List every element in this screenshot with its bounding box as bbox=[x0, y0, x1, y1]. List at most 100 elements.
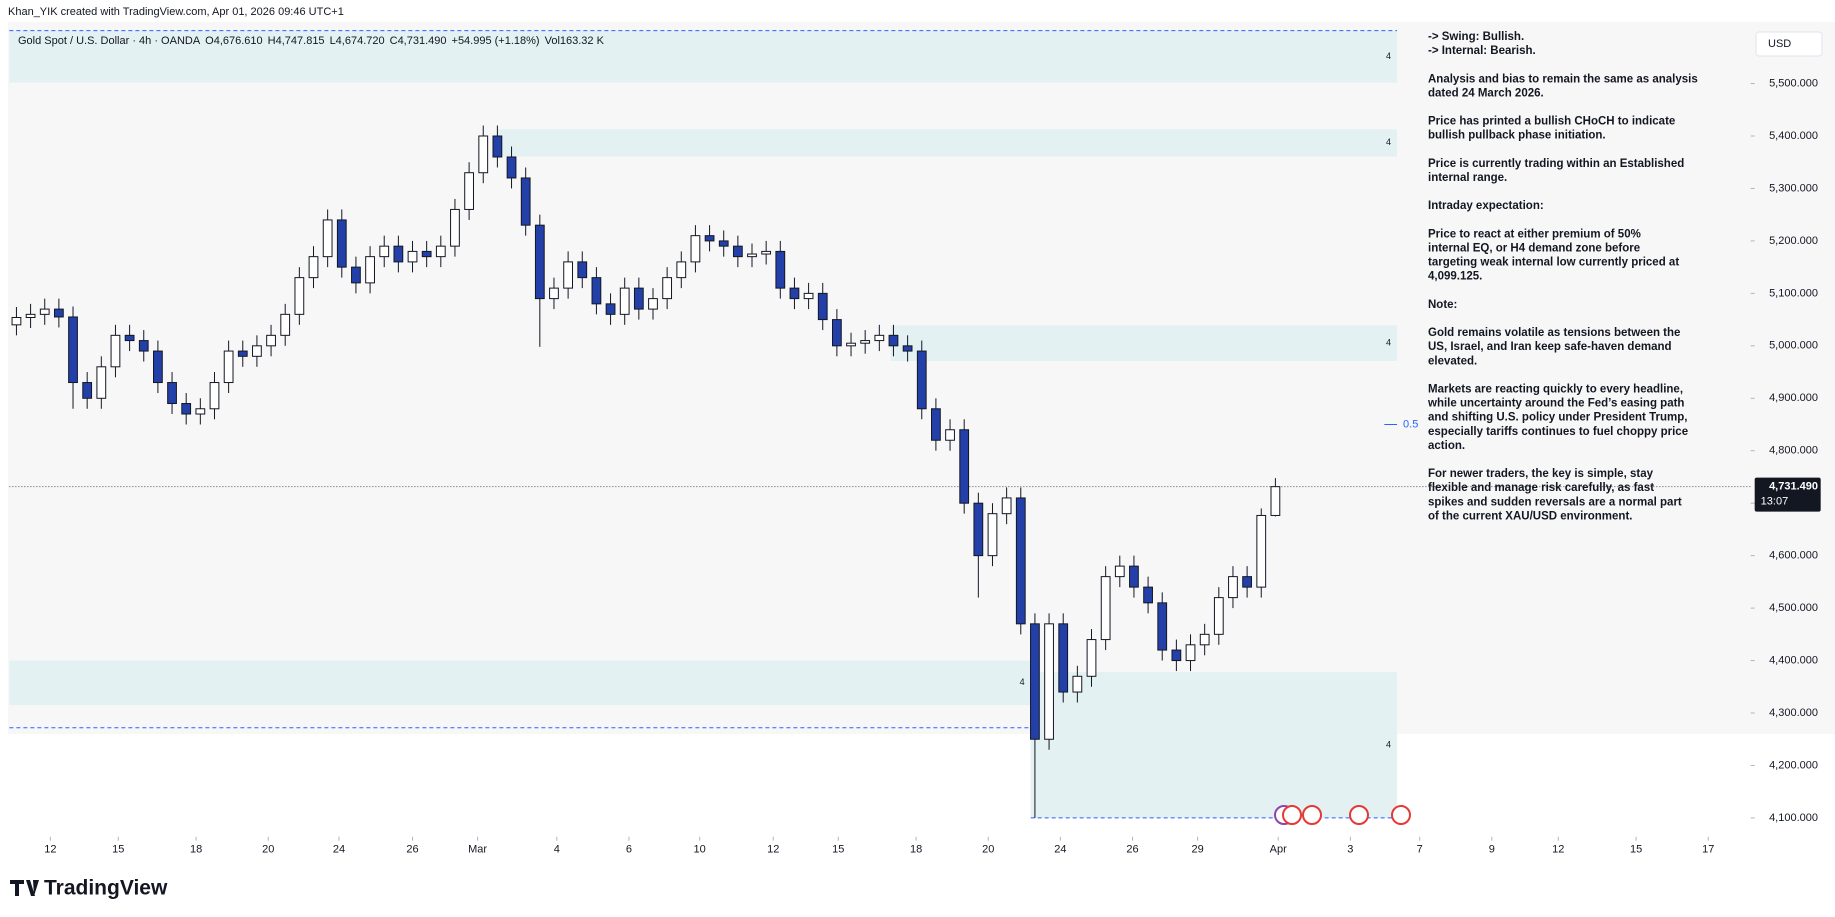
candle-body bbox=[803, 292, 814, 300]
event-icon bbox=[1391, 805, 1411, 825]
candle bbox=[266, 324, 276, 357]
candle bbox=[1015, 487, 1026, 635]
candle-body bbox=[1030, 623, 1040, 740]
candle bbox=[68, 306, 78, 409]
candle-body bbox=[421, 250, 432, 258]
note-line: bullish pullback phase initiation. bbox=[1428, 130, 1606, 142]
candle bbox=[195, 398, 206, 425]
candle bbox=[775, 240, 786, 299]
candle bbox=[506, 146, 517, 189]
candle-body bbox=[846, 342, 856, 347]
currency-box[interactable] bbox=[1755, 31, 1823, 57]
candle-body bbox=[322, 219, 333, 258]
candle bbox=[450, 198, 460, 257]
candle-body bbox=[648, 298, 658, 310]
event-icons bbox=[1274, 805, 1411, 825]
candle-body bbox=[605, 303, 616, 315]
zone bbox=[890, 325, 1398, 362]
candle bbox=[1030, 613, 1040, 818]
candle bbox=[690, 225, 701, 273]
candle bbox=[181, 393, 192, 425]
zone bbox=[9, 660, 1031, 706]
candle bbox=[732, 235, 743, 268]
x-tick-label: 17 bbox=[1702, 844, 1714, 856]
candle bbox=[1001, 487, 1012, 525]
note-line: targeting weak internal low currently pr… bbox=[1428, 257, 1679, 269]
x-tick-label: 12 bbox=[1552, 844, 1564, 856]
candle bbox=[39, 298, 50, 325]
candle bbox=[407, 240, 418, 273]
candle bbox=[1143, 576, 1153, 614]
zone bbox=[9, 30, 1398, 83]
brand: TradingView bbox=[44, 877, 168, 900]
candle-body bbox=[237, 350, 248, 357]
candle-body bbox=[1114, 565, 1125, 578]
candle bbox=[959, 419, 970, 514]
candle bbox=[379, 235, 390, 268]
candle bbox=[351, 256, 361, 294]
logo-icon bbox=[10, 880, 39, 896]
legend-item: L4,674.720 bbox=[330, 35, 385, 47]
candle bbox=[549, 277, 559, 310]
candle-body bbox=[1129, 565, 1139, 588]
candle bbox=[1199, 623, 1210, 656]
candle bbox=[96, 356, 107, 409]
note-line: Gold remains volatile as tensions betwee… bbox=[1428, 327, 1680, 339]
note-line: For newer traders, the key is simple, st… bbox=[1428, 468, 1654, 480]
candle-body bbox=[860, 340, 871, 344]
y-tick-label: 4,500.000 bbox=[1769, 602, 1818, 614]
candle bbox=[1044, 613, 1054, 750]
candle-body bbox=[1228, 576, 1238, 599]
candle bbox=[82, 372, 93, 409]
candle-body bbox=[1044, 623, 1054, 740]
note-line: spikes and sudden reversals are a normal… bbox=[1428, 496, 1682, 508]
candle-body bbox=[732, 245, 743, 258]
x-tick-label: 20 bbox=[982, 844, 994, 856]
candle bbox=[308, 246, 319, 289]
event-icon bbox=[1302, 805, 1322, 825]
candle-body bbox=[1256, 514, 1267, 588]
candle-body bbox=[1072, 675, 1083, 693]
y-tick-label: 4,100.000 bbox=[1769, 812, 1818, 824]
candle bbox=[464, 162, 474, 220]
y-tick-label: 5,500.000 bbox=[1769, 77, 1818, 89]
zone-label: 4 bbox=[1020, 677, 1025, 687]
legend-item: Vol163.32 K bbox=[545, 35, 605, 47]
candle bbox=[704, 225, 715, 252]
candle bbox=[860, 330, 871, 354]
candle-body bbox=[619, 287, 630, 315]
candle bbox=[365, 246, 375, 294]
candle-body bbox=[209, 382, 220, 410]
x-tick-label: 15 bbox=[1630, 844, 1642, 856]
candle-body bbox=[563, 261, 574, 289]
fib-label: 0.5 bbox=[1403, 418, 1418, 430]
candle-body bbox=[704, 235, 715, 242]
candle-body bbox=[506, 156, 517, 179]
x-tick-label: 24 bbox=[333, 844, 345, 856]
x-tick-label: 10 bbox=[694, 844, 706, 856]
candle bbox=[817, 282, 828, 331]
event-icon bbox=[1282, 805, 1302, 825]
candle bbox=[1058, 613, 1069, 703]
candle bbox=[252, 335, 262, 367]
candle bbox=[619, 277, 630, 325]
note-line: Intraday expectation: bbox=[1428, 200, 1544, 212]
candle bbox=[831, 309, 842, 357]
zone bbox=[497, 129, 1398, 157]
candle bbox=[563, 251, 574, 299]
note-line: especially tariffs continues to fuel cho… bbox=[1428, 426, 1688, 438]
candle bbox=[987, 503, 998, 567]
candle-body bbox=[775, 250, 786, 289]
candle bbox=[336, 209, 347, 278]
currency[interactable]: USD bbox=[1768, 38, 1791, 50]
note-line: Markets are reacting quickly to every he… bbox=[1428, 384, 1683, 396]
candle-body bbox=[1058, 623, 1069, 693]
candle-body bbox=[1143, 586, 1153, 604]
zone-label: 4 bbox=[1386, 338, 1391, 348]
note-line: and shifting U.S. policy under President… bbox=[1428, 412, 1687, 424]
candle-body bbox=[280, 313, 291, 336]
candle-body bbox=[1086, 639, 1097, 677]
candle bbox=[931, 398, 941, 451]
